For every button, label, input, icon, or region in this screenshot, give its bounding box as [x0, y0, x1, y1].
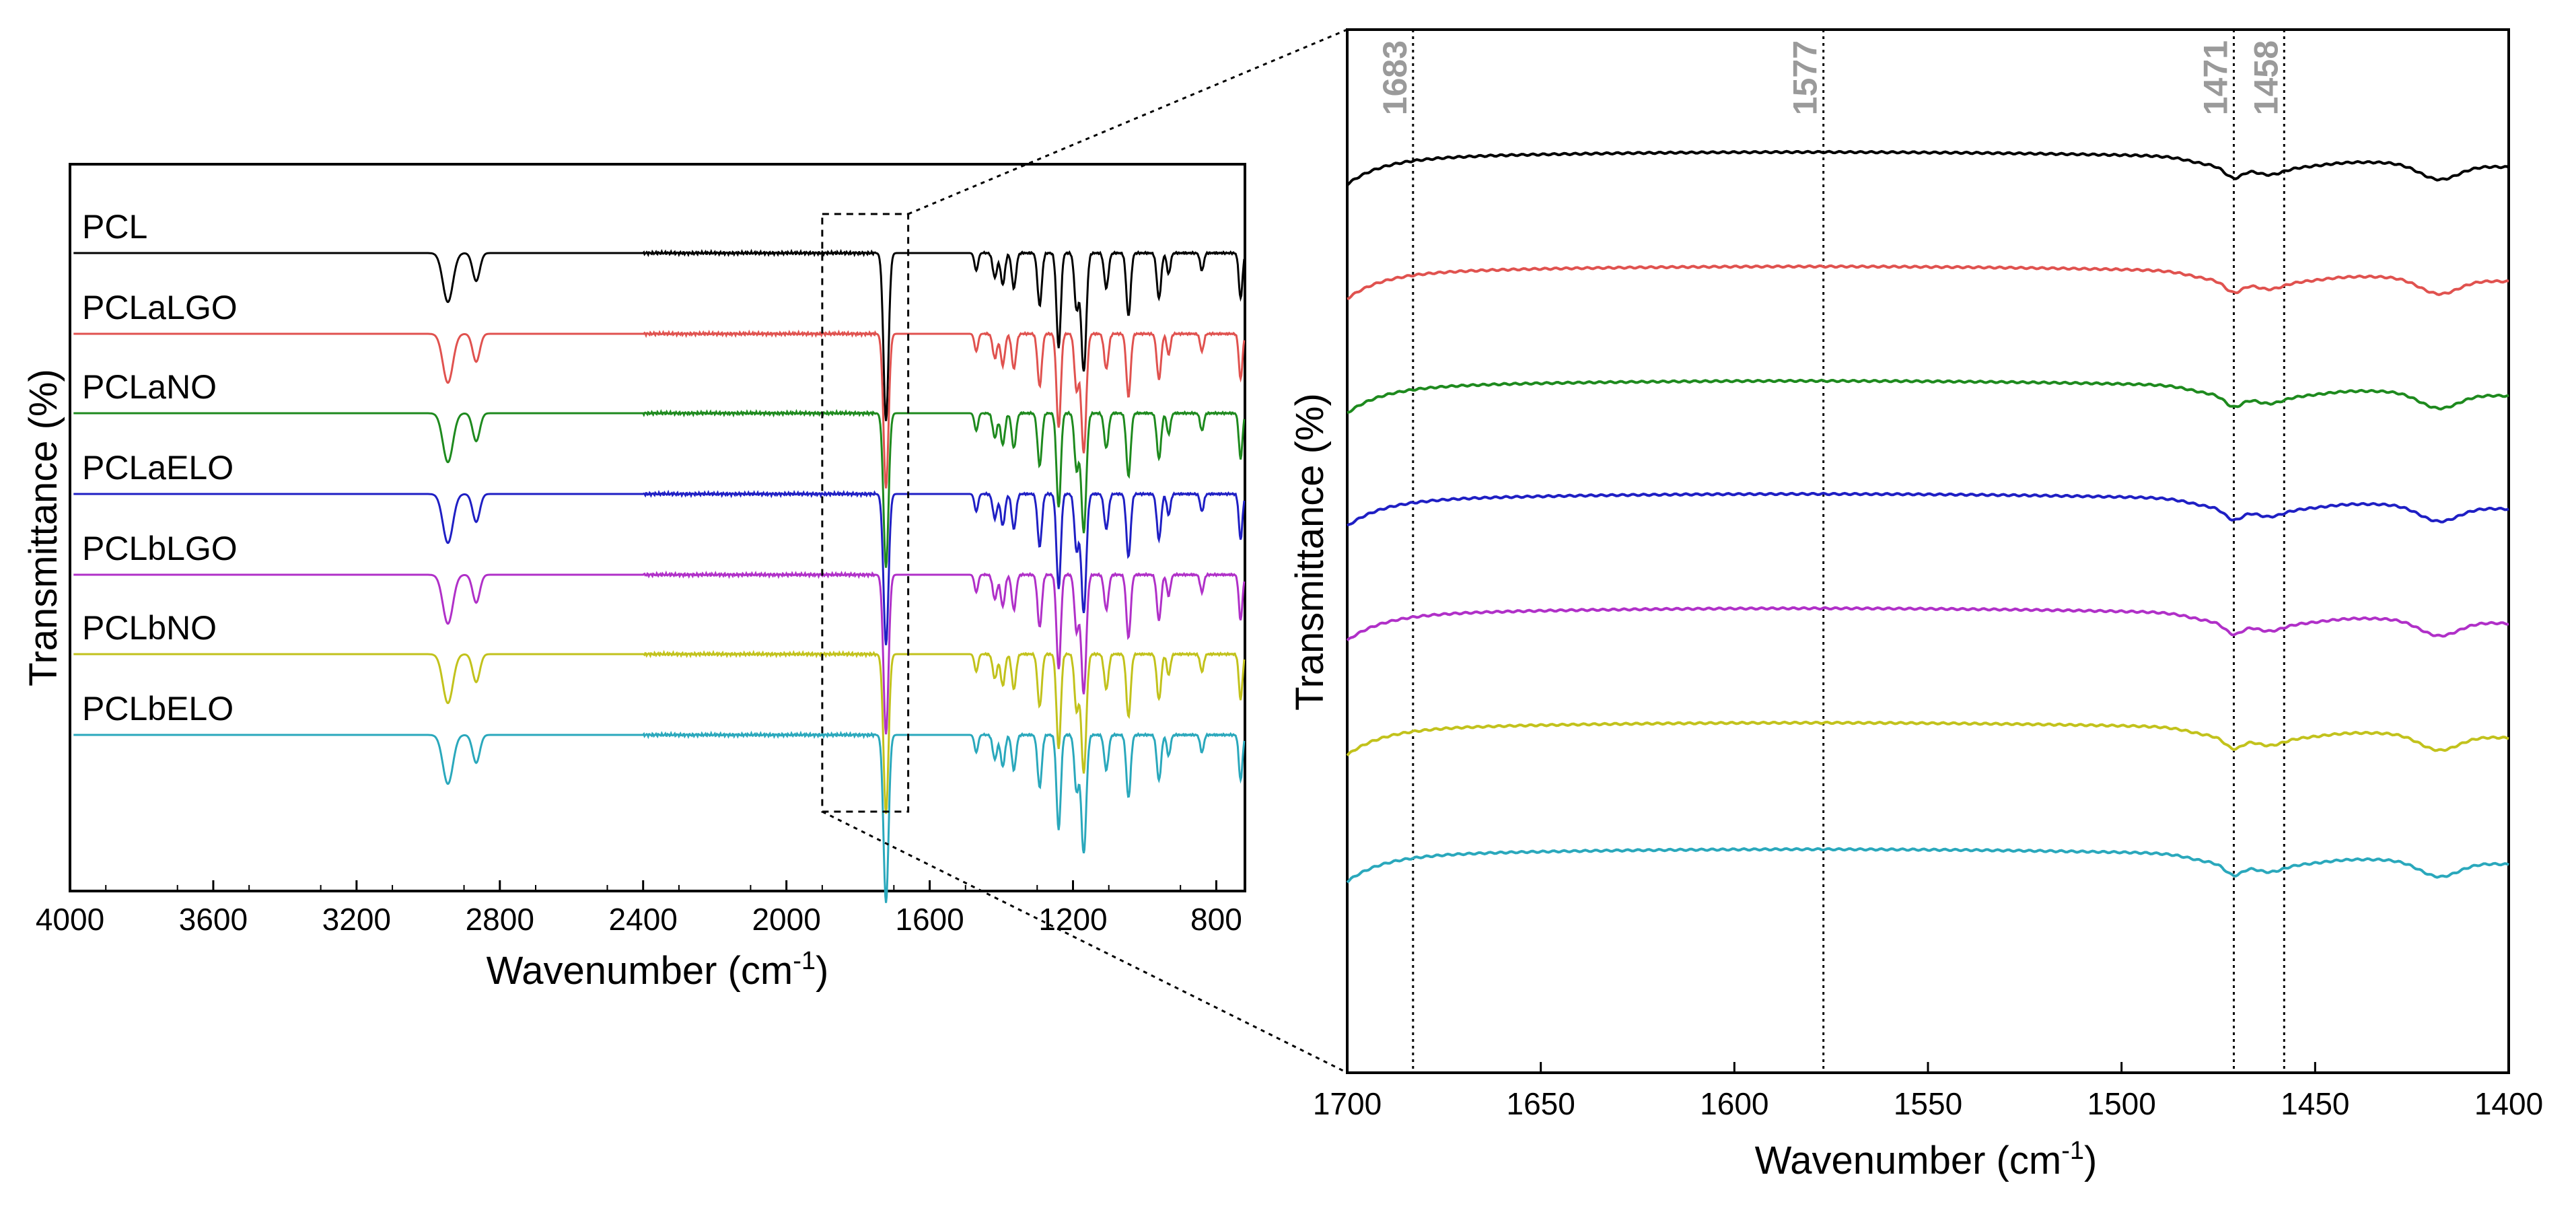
reference-label-1471: 1471 — [2197, 40, 2235, 115]
right-x-axis-title: Wavenumber (cm-1) — [1755, 1137, 2098, 1182]
left-plot-frame — [69, 163, 1246, 892]
right-series-line-pcl — [1346, 149, 2509, 186]
zoom-connector-bottom — [822, 810, 1348, 1074]
left-series-line-pclano — [73, 409, 1246, 568]
left-x-tick-label: 800 — [1190, 902, 1242, 937]
left-series-labels: PCL PCLaLGO PCLaNO PCLaELO PCLbLGO PCLbNO PCLb… — [82, 208, 238, 728]
series-label-pclano: PCLaNO — [82, 368, 217, 406]
reference-label-1458: 1458 — [2247, 40, 2285, 115]
right-x-tick-label: 1450 — [2281, 1086, 2349, 1121]
reference-label-1577: 1577 — [1787, 40, 1824, 115]
left-x-tick-label: 4000 — [36, 902, 104, 937]
series-label-pclbno: PCLbNO — [82, 609, 217, 647]
right-y-axis-title: Transmittance (%) — [1288, 393, 1332, 711]
left-y-axis-title: Transmittance (%) — [22, 369, 65, 686]
reference-lines: 1683 1577 1471 1458 — [1376, 30, 2285, 1073]
series-label-pcl: PCL — [82, 208, 147, 246]
series-label-pclblgo: PCLbLGO — [82, 530, 238, 567]
right-series-line-pclblgo — [1346, 606, 2509, 641]
left-x-tick-label: 2400 — [609, 902, 678, 937]
left-series-line-pclblgo — [73, 570, 1246, 735]
full-spectrum-chart: 4000 3600 3200 2800 2400 2000 1600 1200 800 PCLP… — [22, 163, 1246, 993]
right-series-line-pclano — [1347, 378, 2509, 415]
right-plot-frame — [1346, 28, 2510, 1074]
left-x-tick-label: 2800 — [466, 902, 534, 937]
right-x-tick-label: 1600 — [1700, 1086, 1768, 1121]
left-x-tick-label: 1200 — [1038, 902, 1107, 937]
left-series-line-pcl — [73, 248, 1246, 421]
left-x-tick-label: 3200 — [322, 902, 391, 937]
series-label-pclbelo: PCLbELO — [82, 690, 234, 728]
left-series-line-pclbelo — [73, 730, 1246, 903]
right-x-tick-label: 1400 — [2474, 1086, 2543, 1121]
left-series-line-pclalgo — [73, 329, 1246, 489]
left-x-axis-title: Wavenumber (cm-1) — [487, 947, 829, 993]
left-x-tick-label: 3600 — [179, 902, 248, 937]
left-series-group — [73, 248, 1246, 903]
series-label-pclaelo: PCLaELO — [82, 449, 234, 487]
left-x-tick-label: 1600 — [895, 902, 964, 937]
right-series-line-pclbno — [1346, 720, 2509, 756]
series-label-pclalgo: PCLaLGO — [82, 289, 238, 326]
zoom-region-box — [821, 213, 910, 813]
right-x-tick-label: 1500 — [2087, 1086, 2155, 1121]
right-series-line-pclaelo — [1347, 491, 2509, 527]
zoom-spectrum-chart: 1700 1650 1600 1550 1500 1450 1400 1683 1577 147… — [1288, 28, 2543, 1182]
reference-label-1683: 1683 — [1376, 40, 1414, 115]
zoom-connector-top — [908, 28, 1348, 215]
right-x-tick-label: 1550 — [1894, 1086, 1962, 1121]
right-x-axis: 1700 1650 1600 1550 1500 1450 1400 — [1313, 1062, 2543, 1121]
left-series-line-pclbno — [73, 649, 1246, 814]
right-series-line-pclbelo — [1346, 847, 2509, 884]
right-x-tick-label: 1650 — [1506, 1086, 1575, 1121]
right-x-tick-label: 1700 — [1313, 1086, 1382, 1121]
right-series-group — [1346, 149, 2509, 884]
left-series-line-pclaelo — [73, 489, 1246, 645]
left-x-axis: 4000 3600 3200 2800 2400 2000 1600 1200 800 — [36, 880, 1242, 937]
right-series-line-pclalgo — [1347, 264, 2509, 301]
left-x-tick-label: 2000 — [752, 902, 820, 937]
